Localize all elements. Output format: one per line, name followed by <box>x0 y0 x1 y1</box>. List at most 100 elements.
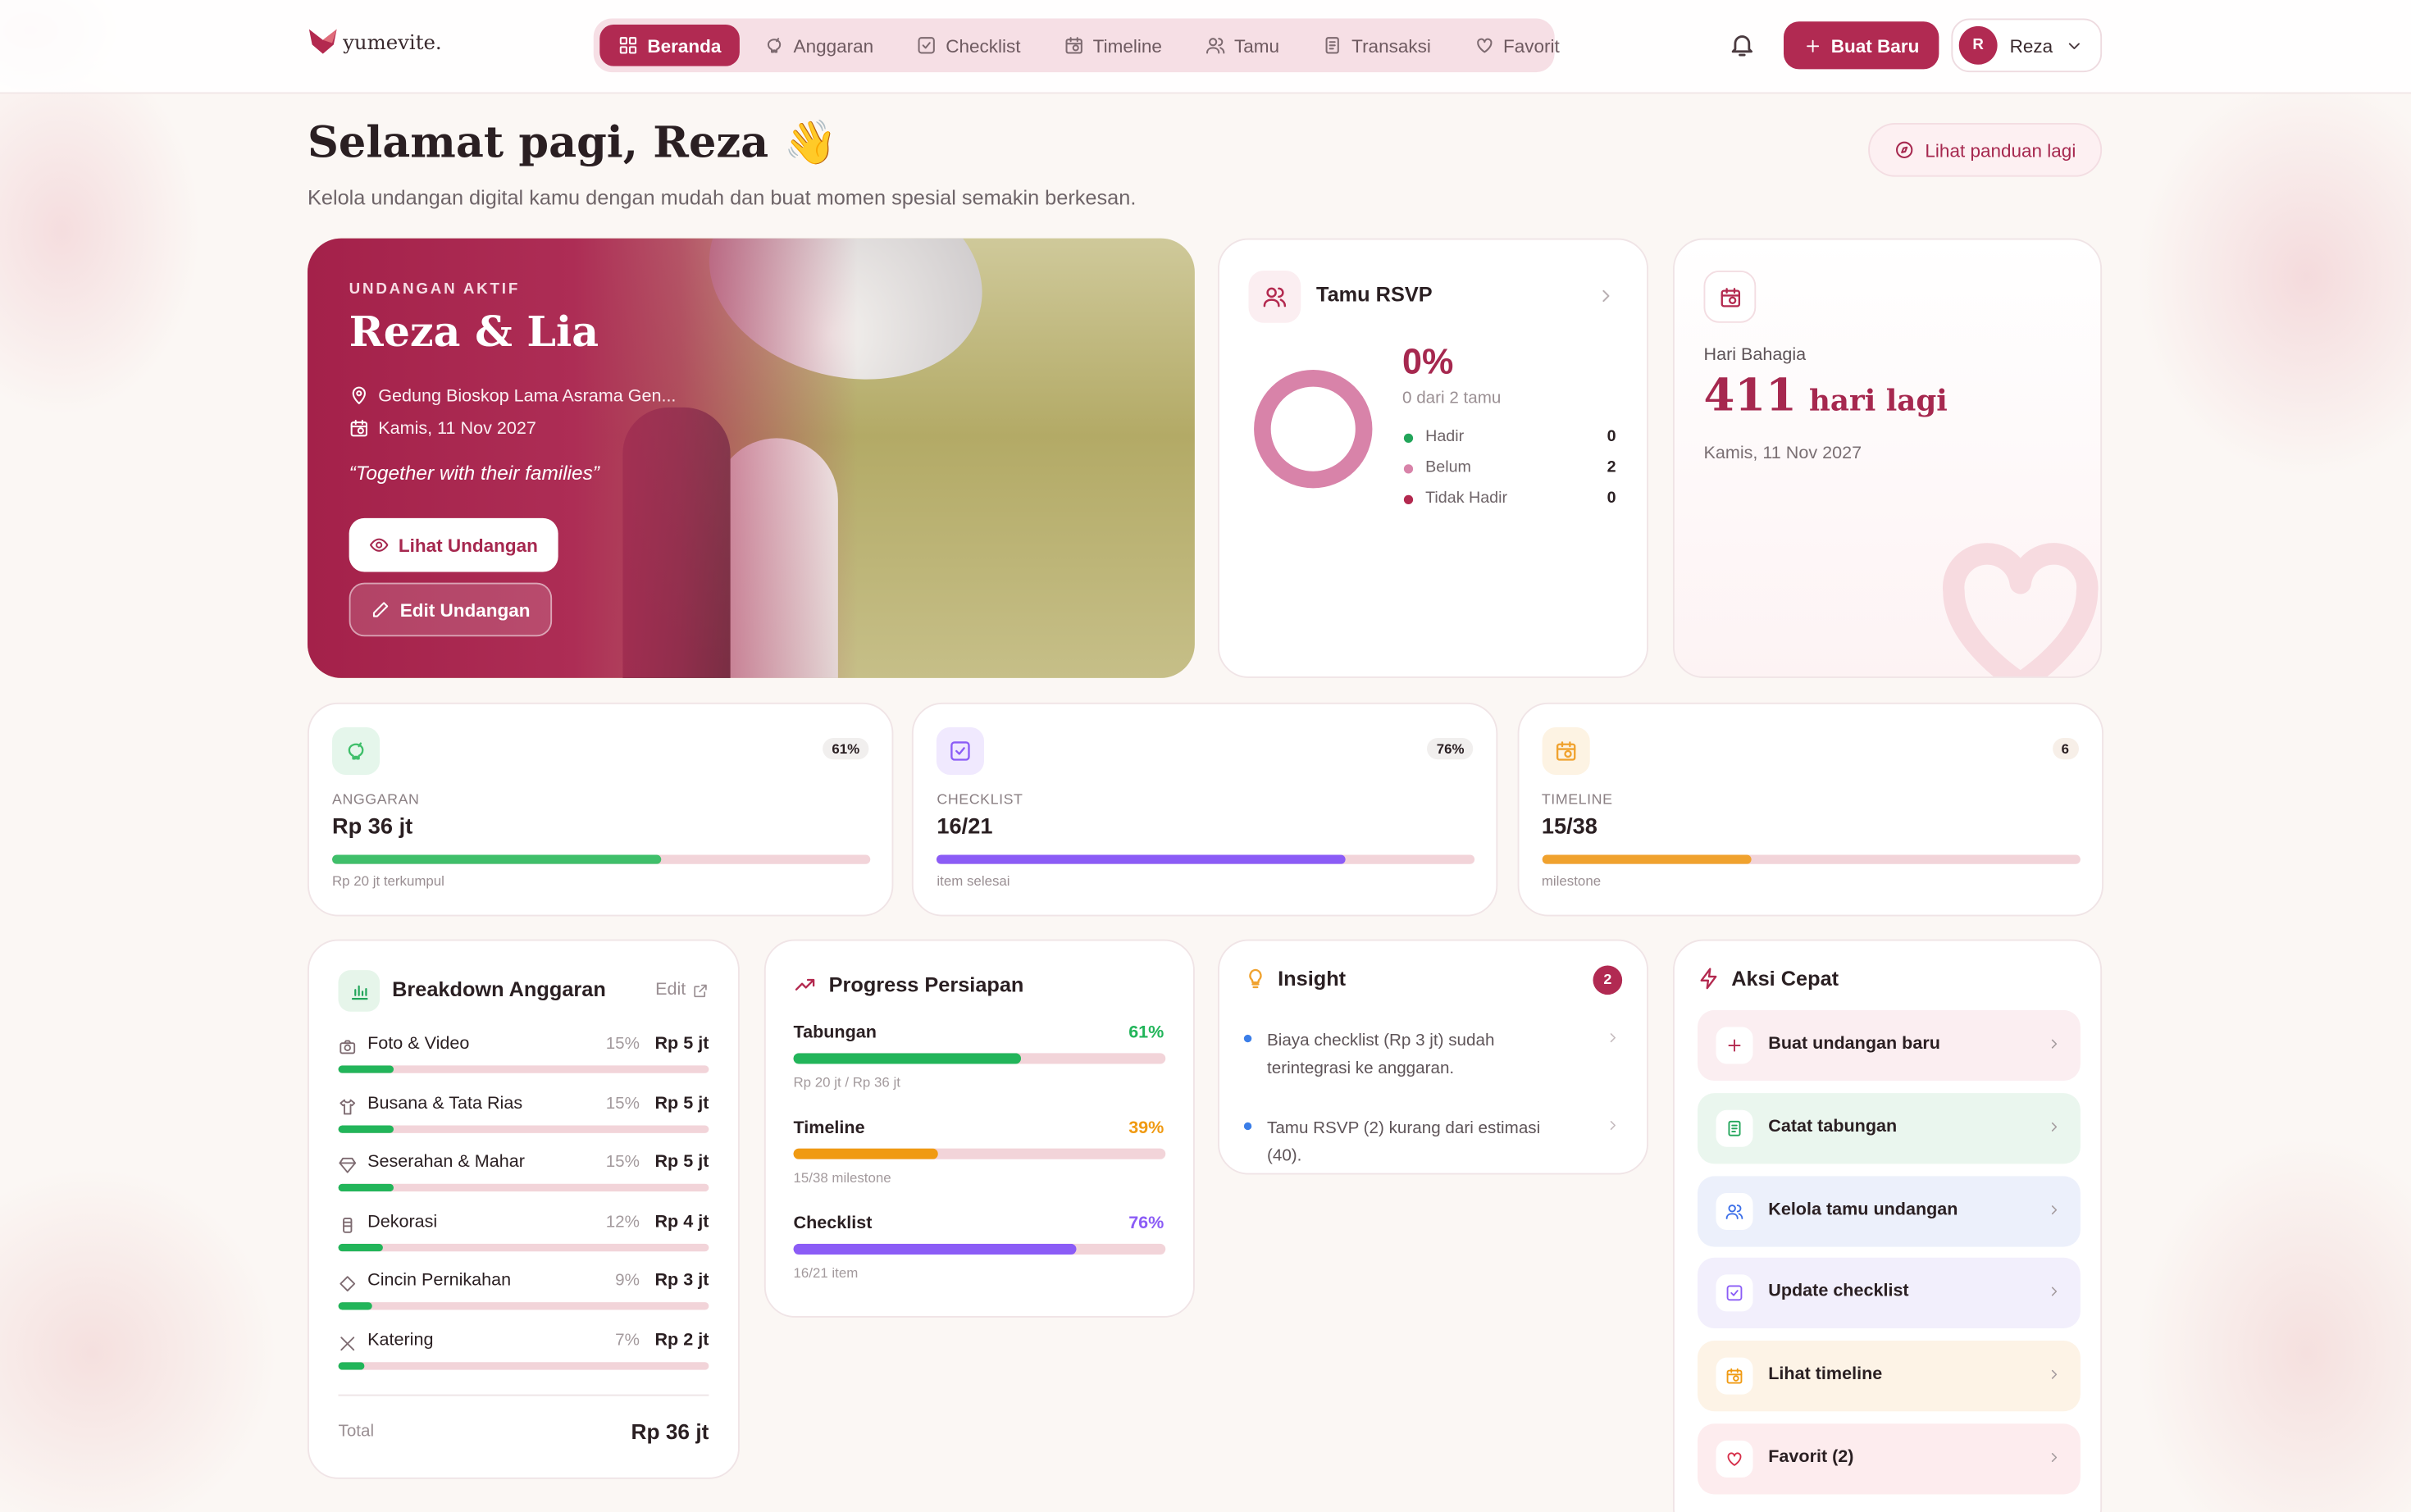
notification-button[interactable] <box>1729 31 1757 59</box>
rsvp-card[interactable]: Tamu RSVP 0% 0 dari 2 tamu Hadir 0 Belum 2 Tida… <box>1218 238 1648 678</box>
countdown-unit: hari lagi <box>1809 384 1948 418</box>
icon-part <box>2051 1453 2058 1462</box>
progress-fill <box>937 854 1347 864</box>
icon-part <box>350 984 367 1000</box>
icon <box>1728 1039 1741 1052</box>
icon-part <box>376 541 383 549</box>
action-icon <box>1716 1440 1753 1478</box>
nav-icon <box>764 35 784 55</box>
nav-item[interactable]: Beranda <box>599 25 740 66</box>
icon-part <box>1072 44 1079 52</box>
progress-track <box>338 1183 709 1192</box>
venue-icon <box>349 386 369 406</box>
quick-action[interactable]: Kelola tamu undangan <box>1698 1175 2081 1246</box>
icon-part <box>1726 1286 1743 1301</box>
icon-part <box>1730 1290 1739 1297</box>
icon-part <box>2051 1370 2058 1380</box>
icon-part <box>1556 743 1575 761</box>
icon <box>1731 35 1753 57</box>
nav-item[interactable]: Transaksi <box>1304 25 1449 66</box>
icon-part <box>350 420 367 428</box>
icon <box>340 1098 356 1114</box>
nav-item[interactable]: Timeline <box>1046 25 1181 66</box>
stat-caption: milestone <box>1541 873 1602 889</box>
stat-label: ANGGARAN <box>332 791 420 809</box>
action-icon <box>1716 1275 1753 1313</box>
nav-item[interactable]: Favorit <box>1456 25 1578 66</box>
icon-part <box>370 538 389 552</box>
icon-part <box>1556 741 1575 750</box>
edit-button[interactable]: Edit Undangan <box>349 582 553 637</box>
status-count: 0 <box>1607 427 1616 446</box>
icon-part <box>344 1040 352 1045</box>
icon <box>1206 38 1224 54</box>
create-button[interactable]: Buat Baru <box>1784 21 1939 70</box>
icon-part <box>350 421 367 437</box>
icon-part <box>340 1276 356 1291</box>
item-name: Katering <box>367 1330 434 1350</box>
progress-fill <box>338 1242 383 1251</box>
icon-part <box>1563 749 1571 758</box>
nav-label: Beranda <box>647 34 722 57</box>
progress-track <box>332 854 871 864</box>
chevron <box>2047 1201 2062 1217</box>
pen-icon <box>371 599 390 619</box>
icon <box>2051 1287 2058 1297</box>
quick-action[interactable]: Favorit (2) <box>1698 1423 2081 1495</box>
progress-track <box>793 1243 1166 1255</box>
icon <box>343 1217 353 1232</box>
item-amount: Rp 2 jt <box>654 1330 709 1350</box>
greeting-subtitle: Kelola undangan digital kamu dengan muda… <box>308 185 1137 209</box>
icon-part <box>1208 38 1217 47</box>
item-amount: Rp 4 jt <box>654 1212 709 1231</box>
icon-part <box>1731 1124 1738 1132</box>
quick-action[interactable]: Update checklist <box>1698 1258 2081 1329</box>
progress-fill <box>793 1243 1077 1255</box>
icon <box>1700 968 1717 990</box>
nav-icon <box>917 35 937 55</box>
icon <box>1476 38 1492 53</box>
item-percent: 7% <box>615 1330 640 1350</box>
icon-part <box>356 390 362 397</box>
icon-box <box>338 970 381 1012</box>
action-label: Catat tabungan <box>1768 1117 1898 1136</box>
icon-part <box>1476 38 1492 53</box>
user-name: Reza <box>2009 34 2053 57</box>
insight-text[interactable]: Tamu RSVP (2) kurang dari estimasi (40). <box>1267 1119 1541 1166</box>
item-percent: 12% <box>605 1212 640 1231</box>
eye-icon <box>369 535 389 555</box>
quick-title: Aksi Cepat <box>1731 967 1839 991</box>
status-label: Tidak Hadir <box>1425 489 1508 508</box>
progress-name: Timeline <box>793 1119 865 1138</box>
icon-part <box>1610 1121 1616 1130</box>
quick-action[interactable]: Catat tabungan <box>1698 1092 2081 1164</box>
status-dot <box>1403 494 1414 504</box>
icon-part <box>1254 369 1373 489</box>
nav-item[interactable]: Tamu <box>1187 25 1298 66</box>
item-amount: Rp 5 jt <box>654 1153 709 1172</box>
icon <box>350 420 367 437</box>
icon <box>1726 1286 1743 1301</box>
icon <box>370 538 389 552</box>
edit-link[interactable]: Edit <box>655 981 709 1000</box>
nav-icon <box>618 35 638 55</box>
insight-text[interactable]: Biaya checklist (Rp 3 jt) sudah terinteg… <box>1267 1032 1495 1078</box>
item-amount: Rp 5 jt <box>654 1094 709 1113</box>
user-menu[interactable]: R Reza <box>1951 18 2103 73</box>
icon <box>308 28 337 53</box>
icon-box <box>1541 726 1589 775</box>
icon-part <box>348 743 364 760</box>
nav-item[interactable]: Anggaran <box>745 25 891 66</box>
insight-count: 2 <box>1593 965 1623 995</box>
icon-part <box>1728 295 1736 304</box>
action-icon <box>1716 1192 1753 1230</box>
item-amount: Rp 3 jt <box>654 1271 709 1291</box>
quick-action[interactable]: Buat undangan baru <box>1698 1009 2081 1082</box>
stat-badge: 6 <box>2052 738 2079 760</box>
icon-part <box>1720 287 1740 296</box>
nav-item[interactable]: Checklist <box>898 25 1039 66</box>
quick-action[interactable]: Lihat timeline <box>1698 1341 2081 1412</box>
guide-button[interactable]: Lihat panduan lagi <box>1868 123 2103 177</box>
view-button[interactable]: Lihat Undangan <box>349 517 558 572</box>
item-percent: 9% <box>615 1271 640 1291</box>
